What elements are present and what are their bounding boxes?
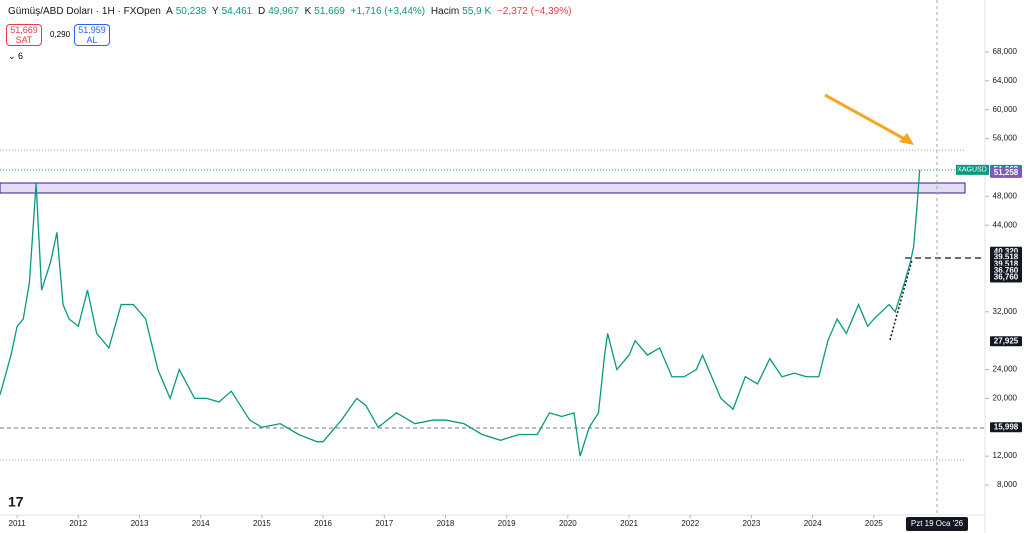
c: 51,669: [314, 6, 345, 17]
x-tick-label: 2022: [681, 519, 699, 528]
arrow-head: [899, 133, 914, 145]
price-line: [0, 169, 921, 457]
price-label: 27,925: [994, 336, 1019, 345]
date-label: Pzt 19 Oca '26: [911, 519, 964, 528]
buy-price: 51,959: [78, 25, 106, 35]
price-label-bg: [990, 259, 1022, 270]
x-tick-label: 2013: [131, 519, 149, 528]
l: 49,967: [268, 6, 299, 17]
x-tick-label: 2011: [9, 519, 27, 528]
y-tick-label: 68,000: [993, 47, 1018, 56]
indicators-toggle[interactable]: ⌄ 6: [8, 51, 24, 61]
h: 54,461: [221, 6, 253, 17]
y-tick-label: 60,000: [993, 105, 1018, 114]
x-tick-label: 2019: [498, 519, 516, 528]
x-tick-label: 2025: [865, 519, 883, 528]
sell-label: SAT: [15, 35, 33, 45]
x-tick-label: 2016: [314, 519, 332, 528]
price-label-bg: [990, 272, 1022, 283]
h-label: Y: [211, 6, 219, 17]
x-tick-label: 2017: [375, 519, 393, 528]
logo: 17: [8, 494, 24, 510]
buy-button[interactable]: 51,959 AL: [74, 24, 110, 46]
y-tick-label: 48,000: [993, 191, 1018, 200]
price-label: 40,320: [994, 247, 1019, 256]
y-tick-label: 12,000: [993, 451, 1018, 460]
header: Gümüş/ABD Doları · 1H · FXOpen A 50,238 Y…: [8, 6, 574, 17]
x-tick-label: 2020: [559, 519, 577, 528]
price-label: 15,998: [994, 422, 1019, 431]
spread: 0,290: [50, 30, 71, 39]
o-label: A: [166, 6, 173, 17]
arrow: [824, 93, 911, 144]
zone: [0, 182, 966, 194]
price-label-bg: [990, 265, 1022, 276]
symbol-label-bg: [956, 164, 989, 175]
price-label: 51,669: [994, 165, 1019, 174]
buy-label: AL: [86, 35, 98, 45]
x-tick-label: 2018: [437, 519, 455, 528]
price-label: 36,760: [994, 266, 1019, 275]
price-label: 39,518: [994, 259, 1019, 268]
y-tick-label: 44,000: [993, 220, 1018, 229]
c-label: K: [304, 6, 312, 17]
x-tick-label: 2023: [743, 519, 761, 528]
price-label: 51,258: [994, 168, 1019, 177]
price-label-bg: [990, 164, 1022, 175]
date-label-bg: [906, 517, 968, 531]
price-label-bg: [990, 167, 1022, 178]
volume-change: −2,372 (−4,39%): [496, 6, 572, 17]
price-label-bg: [990, 422, 1022, 433]
l-label: D: [257, 6, 266, 17]
y-tick-label: 20,000: [993, 394, 1018, 403]
sell-button[interactable]: 51,669 SAT: [6, 24, 42, 46]
y-tick-label: 24,000: [993, 365, 1018, 374]
x-tick-label: 2015: [253, 519, 271, 528]
x-tick-label: 2014: [192, 519, 210, 528]
price-label: 36,760: [994, 273, 1019, 282]
price-label-bg: [990, 336, 1022, 347]
y-tick-label: 56,000: [993, 134, 1018, 143]
price-label-bg: [990, 252, 1022, 263]
o: 50,238: [175, 6, 207, 17]
x-tick-label: 2024: [804, 519, 822, 528]
y-tick-label: 8,000: [997, 480, 1018, 489]
indicator-count: 6: [18, 51, 24, 61]
sell-price: 51,669: [10, 25, 38, 35]
drawing-line: [889, 259, 913, 341]
price-label: 39,518: [994, 253, 1019, 262]
price-label-bg: [990, 246, 1022, 257]
y-tick-label: 64,000: [993, 76, 1018, 85]
symbol-title: Gümüş/ABD Doları · 1H · FXOpen: [8, 6, 161, 17]
x-tick-label: 2012: [69, 519, 87, 528]
symbol-label: XAGUSD: [957, 167, 987, 174]
volume-label: Hacim: [430, 6, 460, 17]
y-tick-label: 32,000: [993, 307, 1018, 316]
change: +1,716 (+3,44%): [350, 6, 426, 17]
x-tick-label: 2021: [620, 519, 638, 528]
volume: 55,9 K: [462, 6, 492, 17]
